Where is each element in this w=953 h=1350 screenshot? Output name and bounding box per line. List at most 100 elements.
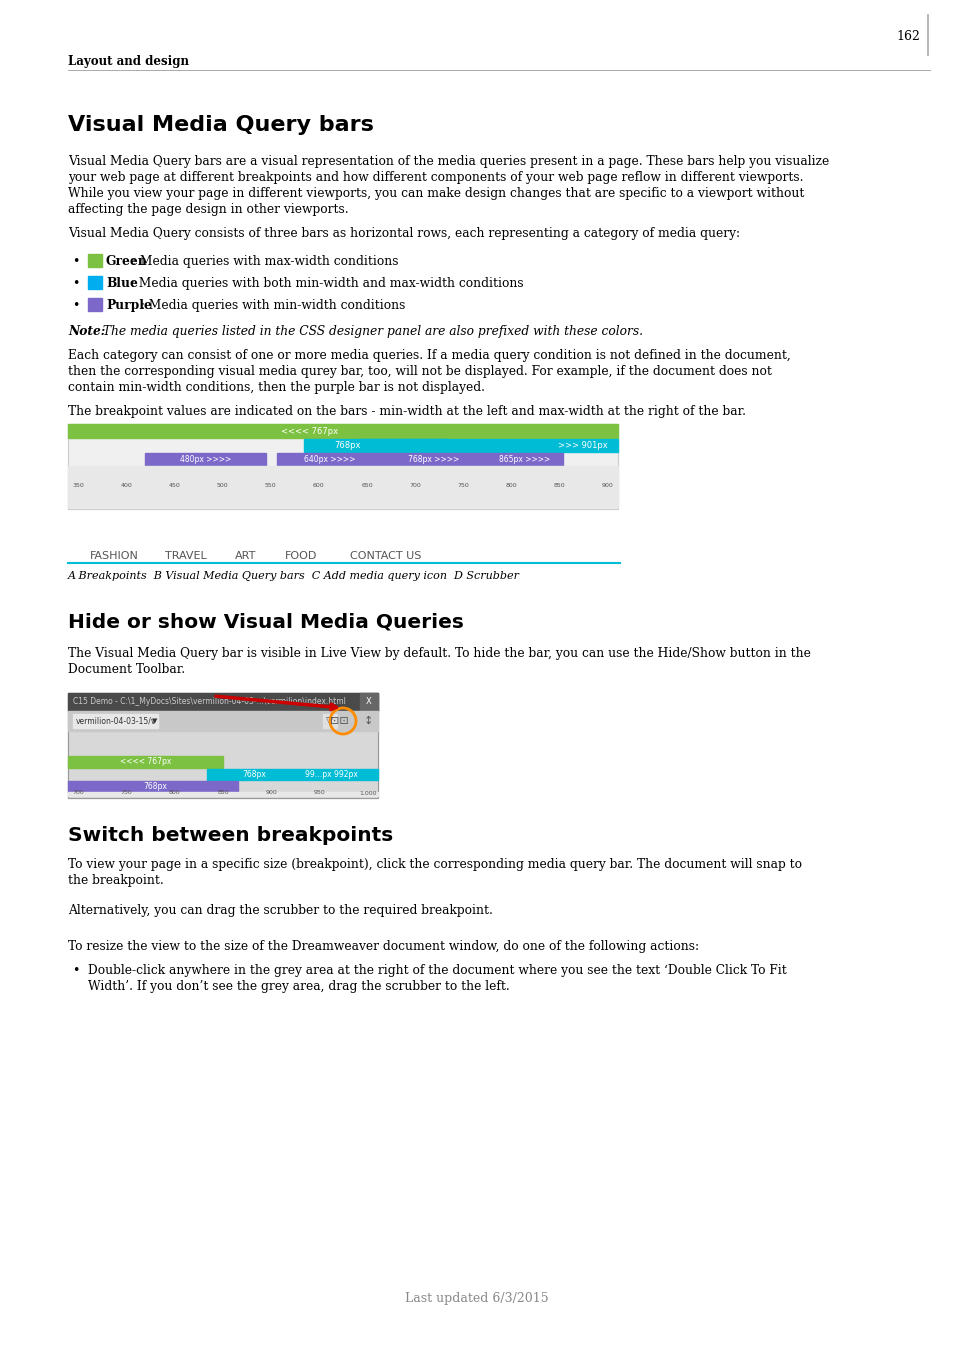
Bar xyxy=(68,782,238,792)
Text: 768px: 768px xyxy=(335,441,360,450)
Bar xyxy=(88,298,102,311)
Text: 550: 550 xyxy=(265,483,276,487)
Text: 400: 400 xyxy=(120,483,132,487)
Text: •: • xyxy=(71,964,79,977)
Text: 500: 500 xyxy=(216,483,228,487)
Text: : Media queries with min-width conditions: : Media queries with min-width condition… xyxy=(137,298,405,312)
Text: CONTACT US: CONTACT US xyxy=(350,551,421,562)
Text: Alternatively, you can drag the scrubber to the required breakpoint.: Alternatively, you can drag the scrubber… xyxy=(68,904,493,917)
Text: FASHION: FASHION xyxy=(90,551,139,562)
Bar xyxy=(68,756,223,768)
Text: The media queries listed in the CSS designer panel are also prefixed with these : The media queries listed in the CSS desi… xyxy=(99,325,642,338)
Bar xyxy=(88,275,102,289)
Text: TRAVEL: TRAVEL xyxy=(165,551,207,562)
Text: Visual Media Query bars: Visual Media Query bars xyxy=(68,115,374,135)
Text: <<<< 767px: <<<< 767px xyxy=(281,427,338,436)
Text: 768px >>>>: 768px >>>> xyxy=(408,455,459,464)
Text: the breakpoint.: the breakpoint. xyxy=(68,873,164,887)
Bar xyxy=(359,693,377,711)
Text: 768px: 768px xyxy=(242,769,266,779)
Text: >>> 901px: >>> 901px xyxy=(558,441,607,450)
Bar xyxy=(304,439,618,452)
Text: 850: 850 xyxy=(554,483,565,487)
Text: •: • xyxy=(71,277,79,290)
Text: Document Toolbar.: Document Toolbar. xyxy=(68,663,185,676)
Text: Layout and design: Layout and design xyxy=(68,55,189,68)
Text: Last updated 6/3/2015: Last updated 6/3/2015 xyxy=(405,1292,548,1305)
Text: 162: 162 xyxy=(895,30,919,43)
Text: 600: 600 xyxy=(313,483,324,487)
Text: 99…px 992px: 99…px 992px xyxy=(305,769,357,779)
Text: 700: 700 xyxy=(409,483,420,487)
Text: Each category can consist of one or more media queries. If a media query conditi: Each category can consist of one or more… xyxy=(68,350,790,362)
Text: 640px >>>>: 640px >>>> xyxy=(303,455,355,464)
Bar xyxy=(68,693,377,711)
Text: : Media queries with max-width conditions: : Media queries with max-width condition… xyxy=(132,255,398,269)
Text: 900: 900 xyxy=(265,791,277,795)
Bar xyxy=(359,439,447,452)
Text: : Media queries with both min-width and max-width conditions: : Media queries with both min-width and … xyxy=(127,277,523,290)
Text: •: • xyxy=(71,298,79,312)
Text: Visual Media Query bars are a visual representation of the media queries present: Visual Media Query bars are a visual rep… xyxy=(68,155,828,167)
Text: •: • xyxy=(71,255,79,269)
Text: your web page at different breakpoints and how different components of your web : your web page at different breakpoints a… xyxy=(68,171,802,184)
Text: 900: 900 xyxy=(601,483,613,487)
Text: 950: 950 xyxy=(314,791,325,795)
Bar xyxy=(68,792,377,796)
Text: affecting the page design in other viewports.: affecting the page design in other viewp… xyxy=(68,202,348,216)
Text: 800: 800 xyxy=(505,483,517,487)
Text: contain min-width conditions, then the purple bar is not displayed.: contain min-width conditions, then the p… xyxy=(68,381,484,394)
Text: To view your page in a specific size (breakpoint), click the corresponding media: To view your page in a specific size (br… xyxy=(68,859,801,871)
Text: 768px: 768px xyxy=(143,782,167,791)
Text: 700: 700 xyxy=(72,791,84,795)
Bar xyxy=(68,424,618,509)
Text: ▼: ▼ xyxy=(152,718,157,724)
Bar xyxy=(323,714,336,728)
Text: 480px >>>>: 480px >>>> xyxy=(180,455,231,464)
Text: 865px >>>>: 865px >>>> xyxy=(498,455,550,464)
Text: X: X xyxy=(366,698,372,706)
Text: Green: Green xyxy=(106,255,148,269)
Text: 1,000: 1,000 xyxy=(359,791,376,795)
Text: Width’. If you don’t see the grey area, drag the scrubber to the left.: Width’. If you don’t see the grey area, … xyxy=(88,980,509,994)
Text: The breakpoint values are indicated on the bars - min-width at the left and max-: The breakpoint values are indicated on t… xyxy=(68,405,745,418)
Text: To resize the view to the size of the Dreamweaver document window, do one of the: To resize the view to the size of the Dr… xyxy=(68,940,699,953)
Text: then the corresponding visual media qurey bar, too, will not be displayed. For e: then the corresponding visual media qure… xyxy=(68,364,771,378)
Bar xyxy=(208,769,377,780)
Text: 850: 850 xyxy=(217,791,229,795)
Text: ⊡⊡: ⊡⊡ xyxy=(330,716,348,726)
Bar xyxy=(276,454,381,466)
Text: FOOD: FOOD xyxy=(285,551,317,562)
Text: C15 Demo - C:\1_MyDocs\Sites\vermilion-04-03-...\vermilion\index.html: C15 Demo - C:\1_MyDocs\Sites\vermilion-0… xyxy=(73,698,346,706)
Text: 750: 750 xyxy=(457,483,469,487)
Text: 450: 450 xyxy=(169,483,180,487)
Text: <<<< 767px: <<<< 767px xyxy=(120,757,171,767)
Text: Hide or show Visual Media Queries: Hide or show Visual Media Queries xyxy=(68,613,463,632)
Bar xyxy=(485,454,562,466)
Text: ↕: ↕ xyxy=(363,716,373,726)
Bar xyxy=(73,714,158,728)
Bar xyxy=(88,254,102,267)
Text: A Breakpoints  B Visual Media Query bars  C Add media query icon  D Scrubber: A Breakpoints B Visual Media Query bars … xyxy=(68,571,519,580)
Text: 750: 750 xyxy=(120,791,132,795)
Bar xyxy=(68,693,377,798)
Text: While you view your page in different viewports, you can make design changes tha: While you view your page in different vi… xyxy=(68,188,803,200)
Text: vermilion-04-03-15/v: vermilion-04-03-15/v xyxy=(76,717,156,725)
Text: Purple: Purple xyxy=(106,298,152,312)
Text: 650: 650 xyxy=(361,483,373,487)
Text: Switch between breakpoints: Switch between breakpoints xyxy=(68,826,393,845)
Bar xyxy=(68,693,377,798)
Text: The Visual Media Query bar is visible in Live View by default. To hide the bar, : The Visual Media Query bar is visible in… xyxy=(68,647,810,660)
Text: ▽: ▽ xyxy=(326,716,334,726)
Text: 350: 350 xyxy=(72,483,84,487)
Bar xyxy=(145,454,266,466)
Text: 800: 800 xyxy=(169,791,180,795)
Text: ART: ART xyxy=(234,551,256,562)
Bar xyxy=(68,424,618,437)
Text: Blue: Blue xyxy=(106,277,138,290)
Text: Note:: Note: xyxy=(68,325,105,338)
Bar xyxy=(381,454,485,466)
Text: Double-click anywhere in the grey area at the right of the document where you se: Double-click anywhere in the grey area a… xyxy=(88,964,786,977)
Bar xyxy=(68,466,618,508)
Bar xyxy=(68,424,618,509)
